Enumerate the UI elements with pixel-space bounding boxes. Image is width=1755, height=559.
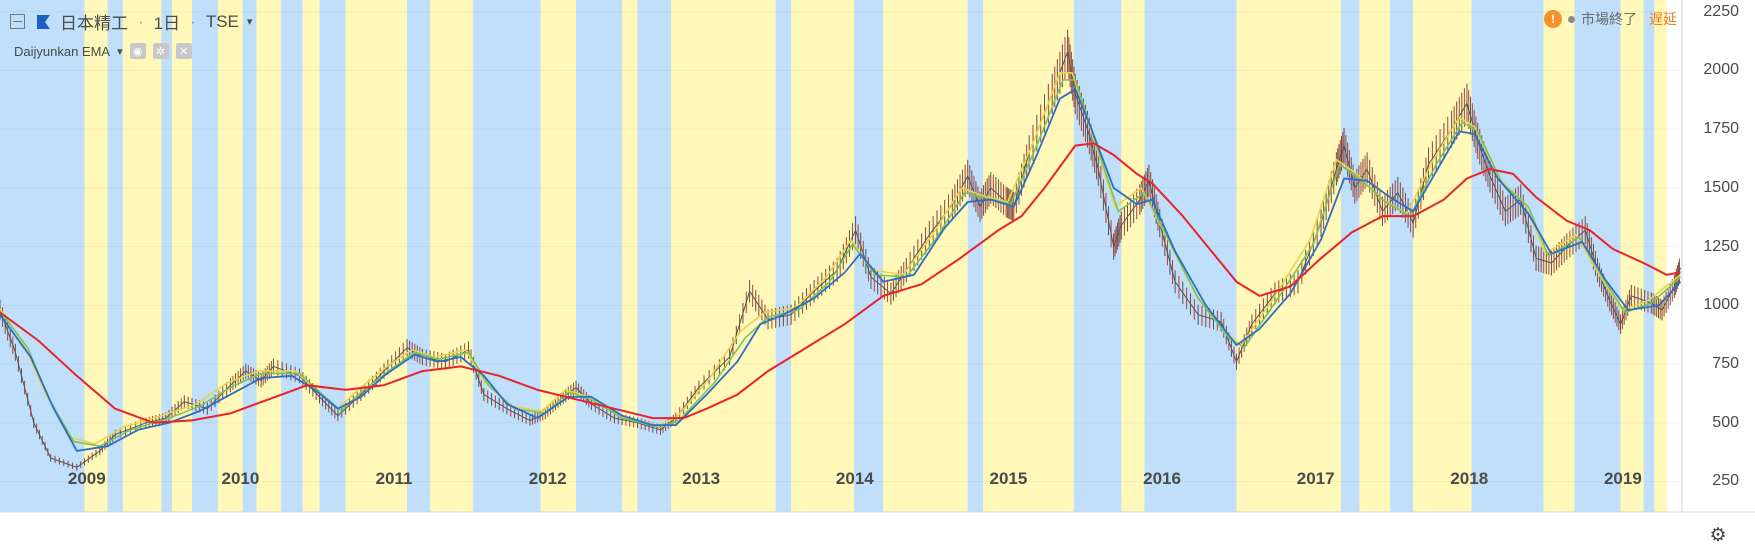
y-tick-label: 2000	[1703, 61, 1739, 79]
band-blue	[1073, 0, 1122, 512]
x-tick-label: 2013	[682, 469, 721, 488]
symbol-header: 日本精工 · 1日 · TSE ▾	[10, 9, 252, 34]
symbol-name[interactable]: 日本精工	[60, 14, 128, 33]
band-blue	[775, 0, 792, 512]
y-tick-label: 1000	[1703, 296, 1739, 314]
band-yellow	[302, 0, 320, 512]
x-tick-label: 2019	[1603, 469, 1642, 488]
y-tick-label: 1250	[1703, 237, 1739, 255]
ema-blue-line	[0, 87, 1682, 452]
band-blue	[319, 0, 346, 512]
band-blue	[1471, 0, 1544, 512]
band-blue	[1643, 0, 1655, 512]
y-tick-label: 500	[1712, 413, 1739, 431]
band-blue	[242, 0, 257, 512]
band-yellow	[983, 0, 1074, 512]
x-tick-label: 2014	[835, 469, 874, 488]
band-blue	[161, 0, 173, 512]
series-group	[0, 29, 1682, 471]
x-tick-label: 2009	[67, 469, 106, 488]
x-tick-label: 2011	[375, 469, 413, 488]
band-yellow	[1121, 0, 1145, 512]
chevron-down-icon[interactable]: ▾	[246, 16, 253, 28]
settings-icon[interactable]: ⚙	[1709, 524, 1727, 546]
band-yellow	[1236, 0, 1341, 512]
y-tick-label: 250	[1712, 472, 1739, 490]
x-tick-label: 2010	[221, 469, 260, 488]
band-yellow	[84, 0, 108, 512]
band-yellow	[430, 0, 474, 512]
band-blue	[473, 0, 541, 512]
x-tick-label: 2016	[1143, 469, 1181, 488]
close-icon[interactable]: ✕	[175, 43, 192, 59]
y-tick-label: 750	[1712, 355, 1739, 373]
ema-green-line	[0, 79, 1682, 448]
collapse-icon[interactable]	[10, 14, 25, 29]
x-tick-label: 2015	[989, 469, 1028, 488]
gear-icon[interactable]: ✲	[152, 43, 169, 59]
market-closed-label: 市場終了	[1581, 11, 1637, 27]
indicator-name[interactable]: Daijyunkan EMA	[14, 43, 111, 59]
band-yellow	[622, 0, 638, 512]
band-blue	[1574, 0, 1621, 512]
price-line	[0, 49, 1681, 468]
band-blue	[0, 0, 85, 512]
eye-icon[interactable]: ◉	[129, 43, 146, 59]
band-blue	[192, 0, 219, 512]
band-yellow	[345, 0, 408, 512]
chevron-down-icon[interactable]: ▾	[117, 45, 123, 58]
market-status: ! 市場終了 遅延	[1544, 9, 1677, 29]
band-yellow	[540, 0, 577, 512]
warning-icon[interactable]: !	[1544, 10, 1562, 28]
x-tick-label: 2012	[528, 469, 567, 488]
separator: ·	[190, 11, 196, 31]
band-yellow	[1359, 0, 1391, 512]
interval-label[interactable]: 1日	[153, 14, 181, 33]
band-yellow	[256, 0, 282, 512]
exchange-label[interactable]: TSE	[205, 11, 239, 31]
y-tick-label: 1500	[1703, 178, 1739, 196]
band-yellow	[671, 0, 776, 512]
band-blue	[407, 0, 431, 512]
x-tick-label: 2018	[1450, 469, 1489, 488]
background-bands	[0, 0, 1667, 512]
delay-label[interactable]: 遅延	[1649, 11, 1677, 27]
band-blue	[107, 0, 123, 512]
separator: ·	[138, 11, 144, 31]
x-tick-label: 2017	[1296, 469, 1335, 488]
status-dot-icon	[1568, 15, 1575, 23]
band-blue	[637, 0, 672, 512]
band-yellow	[1620, 0, 1644, 512]
band-yellow	[218, 0, 243, 512]
ema-long-line	[0, 142, 1681, 424]
y-tick-label: 2250	[1703, 2, 1739, 20]
indicator-legend: Daijyunkan EMA ▾ ◉ ✲ ✕	[14, 43, 192, 59]
band-blue	[576, 0, 623, 512]
band-blue	[281, 0, 303, 512]
flag-icon	[37, 14, 50, 29]
band-blue	[1144, 0, 1237, 512]
grid	[0, 11, 1682, 482]
band-yellow	[172, 0, 193, 512]
y-tick-label: 1750	[1703, 120, 1739, 138]
band-yellow	[1413, 0, 1472, 512]
band-blue	[967, 0, 984, 512]
band-blue	[1390, 0, 1414, 512]
band-blue	[1340, 0, 1360, 512]
band-yellow	[1654, 0, 1667, 512]
